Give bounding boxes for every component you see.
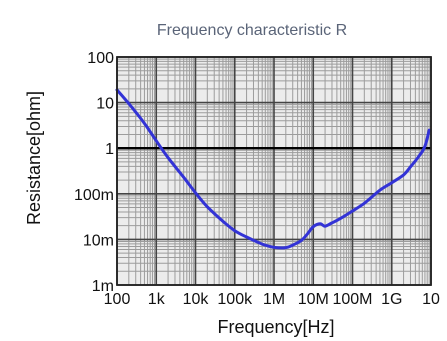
data-point [127, 102, 130, 105]
x-axis-label: Frequency[Hz] [217, 317, 334, 337]
data-point [155, 139, 158, 142]
y-tick-label: 10 [96, 96, 114, 113]
data-point [291, 244, 294, 247]
x-tick-label: 10k [183, 291, 210, 308]
data-point [206, 205, 209, 208]
x-tick-label: 1M [263, 291, 285, 308]
data-point [409, 165, 412, 168]
y-tick-label: 1 [105, 141, 114, 158]
data-point [423, 145, 426, 148]
data-point [330, 221, 333, 224]
data-point [233, 229, 236, 232]
data-point [194, 191, 197, 194]
data-point [339, 217, 342, 220]
plot-frame [116, 56, 432, 286]
x-tick-label: 1G [381, 291, 402, 308]
data-point [312, 225, 315, 228]
y-tick-label: 1m [92, 278, 114, 295]
y-tick-label: 100m [74, 187, 114, 204]
resistance-curve [115, 88, 431, 250]
data-point [261, 243, 264, 246]
data-point [245, 235, 248, 238]
data-point [363, 202, 366, 205]
x-axis-ticks: 100 1k 10k 100k 1M 10M 100M 1G 10 [104, 291, 440, 308]
data-point [306, 233, 309, 236]
data-point [273, 246, 276, 249]
data-point [221, 220, 224, 223]
data-point [182, 176, 185, 179]
x-tick-label: 1k [148, 291, 166, 308]
series-line-0 [115, 88, 431, 250]
data-point [390, 181, 393, 184]
data-point [351, 209, 354, 212]
data-point [378, 189, 381, 192]
data-point [284, 246, 287, 249]
x-tick-label: 10 [422, 291, 440, 308]
y-tick-label: 10m [83, 232, 114, 249]
x-tick-label: 100k [217, 291, 253, 308]
data-point [418, 154, 421, 157]
data-point [324, 225, 327, 228]
x-tick-label: 100 [104, 291, 131, 308]
x-tick-label: 10M [298, 291, 329, 308]
data-point [402, 173, 405, 176]
chart-title: Frequency characteristic R [157, 22, 347, 39]
data-point [167, 156, 170, 159]
plot-border [116, 56, 432, 286]
data-point [300, 239, 303, 242]
data-point [143, 122, 146, 125]
x-tick-label: 100M [332, 291, 372, 308]
y-axis-ticks: 1m 10m 100m 1 10 100 [74, 50, 114, 295]
y-tick-label: 100 [87, 50, 114, 67]
y-axis-label: Resistance[ohm] [24, 91, 44, 225]
data-point [319, 222, 322, 225]
